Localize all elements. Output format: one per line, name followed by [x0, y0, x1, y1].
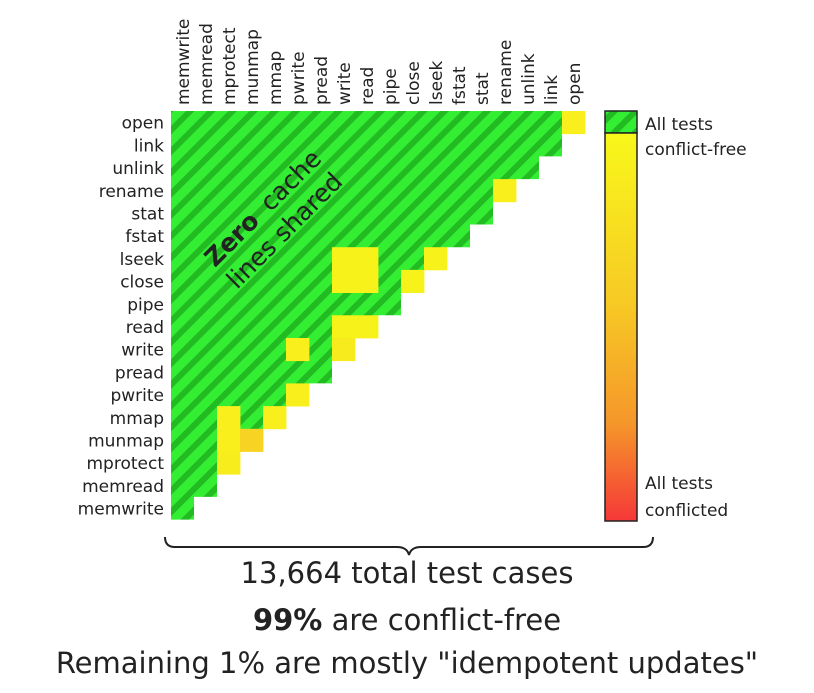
row-label-fstat: fstat	[125, 227, 164, 247]
heatmap-cell-open-open	[562, 111, 586, 135]
row-label-pwrite: pwrite	[110, 386, 164, 406]
footer-conflict-free: 99% are conflict-free	[0, 603, 814, 637]
row-label-read: read	[126, 318, 164, 338]
row-label-mmap: mmap	[110, 409, 164, 429]
column-label-link: link	[542, 75, 562, 105]
heatmap-cell-close-read	[355, 269, 379, 293]
column-label-unlink: unlink	[519, 53, 539, 105]
heatmap-cell-lseek-write	[332, 247, 356, 271]
column-label-memread: memread	[197, 23, 217, 105]
legend-bottom-label-2: conflicted	[645, 501, 728, 521]
legend-gradient-bar	[604, 132, 638, 522]
column-label-mprotect: mprotect	[220, 27, 240, 105]
row-label-munmap: munmap	[88, 432, 164, 452]
legend-top-label-1: All tests	[645, 115, 713, 135]
column-label-pipe: pipe	[381, 68, 401, 105]
heatmap-cell-write-pwrite	[286, 338, 310, 362]
row-label-write: write	[121, 341, 164, 361]
heatmap-cell-pwrite-pwrite	[286, 383, 310, 407]
footer-percent: 99%	[252, 603, 323, 637]
column-label-memwrite: memwrite	[174, 19, 194, 105]
row-label-lseek: lseek	[120, 250, 164, 270]
heatmap-cell-rename-rename	[493, 179, 517, 203]
column-label-munmap: munmap	[243, 29, 263, 105]
legend-bottom-label-1: All tests	[645, 474, 713, 494]
column-label-rename: rename	[496, 40, 516, 105]
heatmap-cell-lseek-read	[355, 247, 379, 271]
footer-conflict-free-text: are conflict-free	[322, 603, 562, 637]
heatmap-cell-close-write	[332, 269, 356, 293]
row-label-pread: pread	[115, 363, 164, 383]
row-label-memread: memread	[82, 477, 164, 497]
row-label-stat: stat	[131, 205, 164, 225]
footer-remaining: Remaining 1% are mostly "idempotent upda…	[55, 646, 759, 680]
legend-top-label-2: conflict-free	[645, 140, 747, 160]
column-label-close: close	[404, 61, 424, 105]
brace	[164, 536, 654, 556]
heatmap-cell-lseek-lseek	[424, 247, 448, 271]
column-label-pread: pread	[312, 56, 332, 105]
row-label-rename: rename	[99, 182, 164, 202]
heatmap-cell-mmap-mmap	[263, 406, 287, 430]
row-label-mprotect: mprotect	[86, 454, 164, 474]
row-labels: openlinkunlinkrenamestatfstatlseekclosep…	[78, 114, 165, 520]
heatmap-chart: openlinkunlinkrenamestatfstatlseekclosep…	[78, 19, 747, 556]
heatmap-cell-mmap-mprotect	[217, 406, 241, 430]
column-label-read: read	[358, 67, 378, 105]
column-label-pwrite: pwrite	[289, 51, 309, 105]
column-label-mmap: mmap	[266, 51, 286, 105]
heatmap-cell-read-read	[355, 315, 379, 339]
legend-top-swatch	[604, 110, 638, 134]
column-label-open: open	[565, 63, 585, 105]
heatmap-cells	[217, 111, 586, 475]
heatmap-cell-write-write	[332, 338, 356, 362]
heatmap-cell-read-write	[332, 315, 356, 339]
column-labels: memwrite memread mprotect munmap mmap pwrite p…	[174, 19, 585, 105]
heatmap-cell-munmap-mprotect	[217, 428, 241, 452]
row-label-unlink: unlink	[112, 159, 164, 179]
column-label-fstat: fstat	[450, 66, 470, 105]
heatmap-cell-mprotect-mprotect	[217, 451, 241, 475]
column-label-stat: stat	[473, 72, 493, 105]
footer-total-cases: 13,664 total test cases	[240, 556, 574, 590]
color-scale-legend: All tests conflict-free All tests confli…	[604, 110, 747, 522]
row-label-close: close	[120, 273, 164, 293]
column-label-lseek: lseek	[427, 61, 447, 105]
heatmap-cell-close-close	[401, 269, 425, 293]
row-label-open: open	[122, 114, 164, 134]
heatmap-cell-munmap-munmap	[240, 428, 264, 452]
row-label-memwrite: memwrite	[78, 500, 164, 520]
row-label-pipe: pipe	[127, 295, 164, 315]
column-label-write: write	[335, 62, 355, 105]
row-label-link: link	[134, 136, 164, 156]
